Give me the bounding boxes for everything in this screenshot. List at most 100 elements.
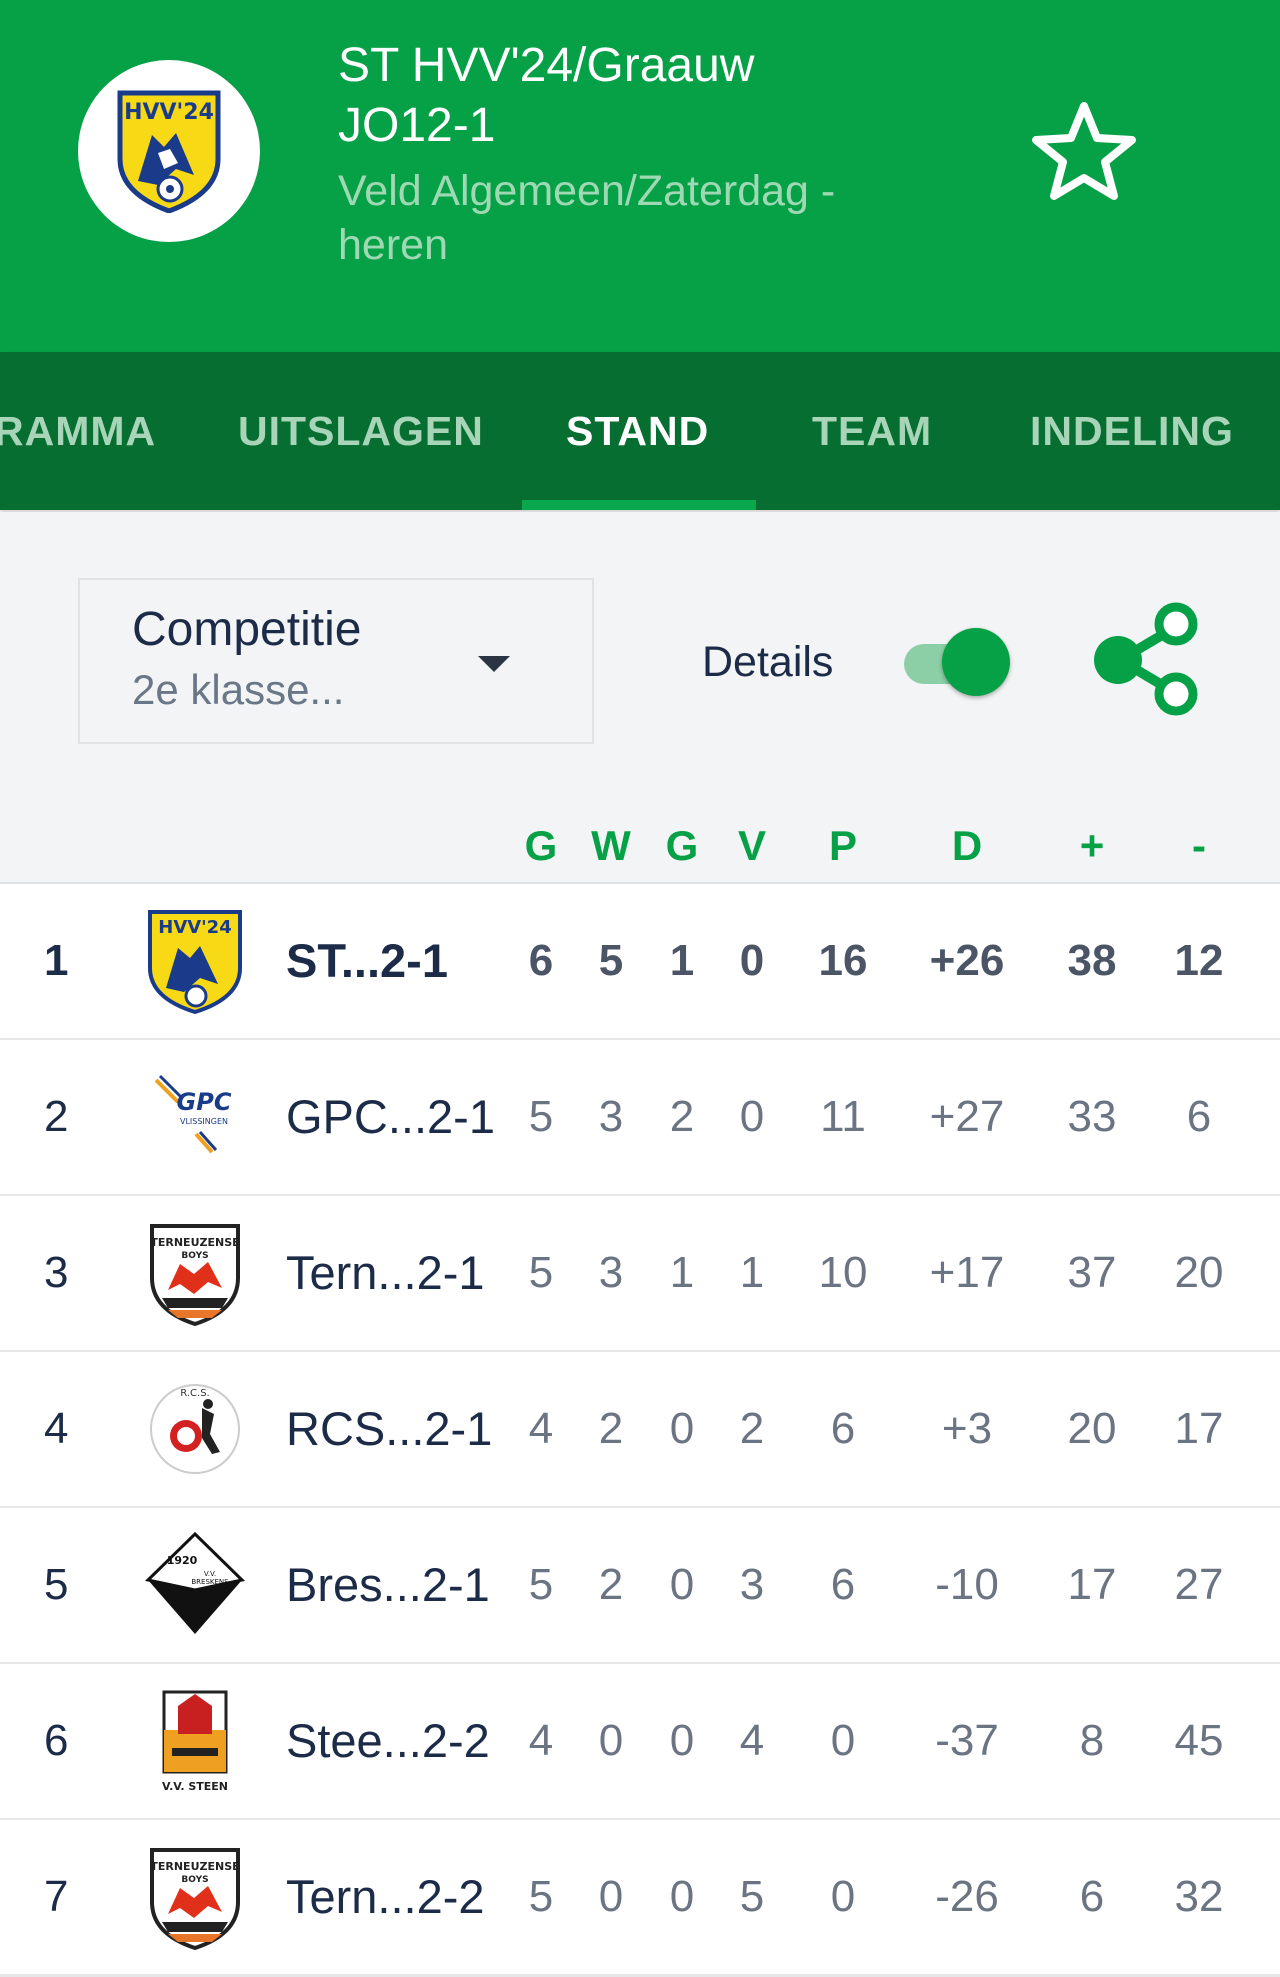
row-won: 2 <box>598 1560 624 1609</box>
row-team-name: Bres...2-1 <box>286 1558 490 1611</box>
col-header-plus: + <box>1079 822 1105 869</box>
row-draw: 0 <box>669 1872 695 1921</box>
row-goal-diff: -10 <box>935 1560 999 1609</box>
details-label: Details <box>702 638 834 686</box>
row-points: 16 <box>818 936 868 985</box>
row-lost: 2 <box>739 1404 765 1453</box>
row-goal-diff: +3 <box>941 1404 993 1453</box>
star-outline-icon <box>1032 102 1136 200</box>
row-goal-diff: -37 <box>935 1716 999 1765</box>
row-goals-for: 8 <box>1079 1716 1105 1765</box>
table-row[interactable]: 2 GPC VLISSINGEN GPC...2-1 5 3 2 0 11 +2… <box>0 1040 1280 1197</box>
table-row[interactable]: 6 V.V. STEEN Stee...2-2 4 0 0 4 0 -37 8 … <box>0 1664 1280 1821</box>
row-lost: 0 <box>739 1092 765 1141</box>
row-played: 6 <box>528 936 554 985</box>
row-goals-against: 27 <box>1174 1560 1224 1609</box>
row-won: 5 <box>598 936 624 985</box>
hvv24-club-logo-icon: HVV'24 <box>117 90 221 213</box>
row-lost: 5 <box>739 1872 765 1921</box>
dropdown-value: 2e klasse... <box>132 666 345 713</box>
svg-text:R.C.S.: R.C.S. <box>180 1388 209 1399</box>
row-goals-against: 17 <box>1174 1404 1224 1453</box>
table-row[interactable]: 3 TERNEUZENSE BOYS Tern...2-1 5 3 1 1 10… <box>0 1196 1280 1353</box>
tab-programma[interactable]: RAMMA <box>0 408 157 454</box>
row-goals-against: 6 <box>1186 1092 1212 1141</box>
row-lost: 0 <box>739 936 765 985</box>
share-button[interactable] <box>1090 600 1204 720</box>
competition-type: Veld Algemeen/Zaterdag - heren <box>338 167 836 269</box>
row-points: 11 <box>820 1092 866 1141</box>
row-goal-diff: +17 <box>929 1248 1005 1297</box>
row-draw: 0 <box>669 1716 695 1765</box>
row-draw: 1 <box>669 1248 695 1297</box>
row-team-name: ST...2-1 <box>286 934 448 987</box>
tab-indeling[interactable]: INDELING <box>1030 408 1234 454</box>
row-won: 3 <box>598 1092 624 1141</box>
row-position: 1 <box>44 936 69 985</box>
row-lost: 3 <box>739 1560 765 1609</box>
row-won: 2 <box>598 1404 624 1453</box>
row-won: 0 <box>598 1716 624 1765</box>
row-draw: 1 <box>669 936 695 985</box>
tab-team[interactable]: TEAM <box>812 408 933 454</box>
svg-text:BOYS: BOYS <box>181 1251 208 1261</box>
caret-down-icon <box>478 656 510 672</box>
rcs-logo-icon: R.C.S. <box>150 1384 240 1474</box>
favorite-button[interactable] <box>1026 94 1142 210</box>
steen-logo-icon: V.V. STEEN <box>162 1690 228 1793</box>
row-goals-against: 20 <box>1174 1248 1224 1297</box>
competition-dropdown[interactable]: Competitie 2e klasse... <box>78 578 594 744</box>
table-row[interactable]: 5 1920 V.V. BRESKENS Bres...2-1 5 2 0 3 … <box>0 1508 1280 1665</box>
terneuzense-boys-logo-icon: TERNEUZENSE BOYS <box>150 1848 240 1951</box>
terneuzense-boys-logo-icon: TERNEUZENSE BOYS <box>150 1224 240 1327</box>
svg-text:HVV'24: HVV'24 <box>124 100 214 125</box>
row-draw: 2 <box>669 1092 695 1141</box>
row-points: 6 <box>830 1404 856 1453</box>
col-header-g2: G <box>665 822 699 869</box>
svg-text:V.V. STEEN: V.V. STEEN <box>162 1780 228 1793</box>
details-toggle-thumb[interactable] <box>942 628 1010 696</box>
row-team-name: RCS...2-1 <box>286 1402 493 1455</box>
row-goals-for: 6 <box>1079 1872 1105 1921</box>
row-points: 10 <box>818 1248 868 1297</box>
table-row[interactable]: 4 R.C.S. RCS...2-1 4 2 0 2 6 +3 20 17 <box>0 1352 1280 1509</box>
hvv24-logo-icon: HVV'24 <box>148 910 242 1015</box>
row-played: 5 <box>528 1872 554 1921</box>
col-header-g: G <box>524 822 558 869</box>
row-goals-for: 17 <box>1067 1560 1117 1609</box>
row-goals-against: 45 <box>1174 1716 1224 1765</box>
row-team-name: Tern...2-1 <box>286 1246 485 1299</box>
table-row[interactable]: 1 HVV'24 ST...2-1 6 5 1 0 16 +26 38 12 <box>0 884 1280 1041</box>
row-goals-against: 32 <box>1174 1872 1224 1921</box>
row-goal-diff: +26 <box>929 936 1005 985</box>
row-position: 5 <box>44 1560 69 1609</box>
dropdown-label: Competitie <box>132 603 362 656</box>
breskens-logo-icon: 1920 V.V. BRESKENS <box>144 1531 246 1634</box>
row-won: 3 <box>598 1248 624 1297</box>
col-header-v: V <box>737 822 766 869</box>
row-points: 6 <box>830 1560 856 1609</box>
row-played: 5 <box>528 1560 554 1609</box>
row-won: 0 <box>598 1872 624 1921</box>
team-name: ST HVV'24/Graauw JO12-1 <box>338 39 755 152</box>
tab-stand[interactable]: STAND <box>566 408 710 454</box>
row-team-name: Tern...2-2 <box>286 1870 485 1923</box>
tab-bar: RAMMA UITSLAGEN STAND TEAM INDELING <box>0 352 1280 510</box>
svg-text:TERNEUZENSE: TERNEUZENSE <box>150 1236 239 1249</box>
svg-text:TERNEUZENSE: TERNEUZENSE <box>150 1860 239 1873</box>
svg-text:BOYS: BOYS <box>181 1875 208 1885</box>
row-points: 0 <box>830 1716 856 1765</box>
tab-uitslagen[interactable]: UITSLAGEN <box>238 408 484 454</box>
row-team-name: GPC...2-1 <box>286 1090 495 1143</box>
svg-text:1920: 1920 <box>167 1554 198 1567</box>
row-team-name: Stee...2-2 <box>286 1714 490 1767</box>
row-goals-for: 38 <box>1067 936 1117 985</box>
row-goals-for: 33 <box>1067 1092 1117 1141</box>
row-goals-for: 37 <box>1067 1248 1117 1297</box>
gpc-logo-icon: GPC VLISSINGEN <box>154 1074 232 1154</box>
row-position: 3 <box>44 1248 69 1297</box>
row-position: 2 <box>44 1092 69 1141</box>
svg-text:V.V.: V.V. <box>204 1570 216 1578</box>
row-played: 4 <box>528 1716 554 1765</box>
table-row[interactable]: 7 TERNEUZENSE BOYS Tern...2-2 5 0 0 5 0 … <box>0 1820 1280 1977</box>
